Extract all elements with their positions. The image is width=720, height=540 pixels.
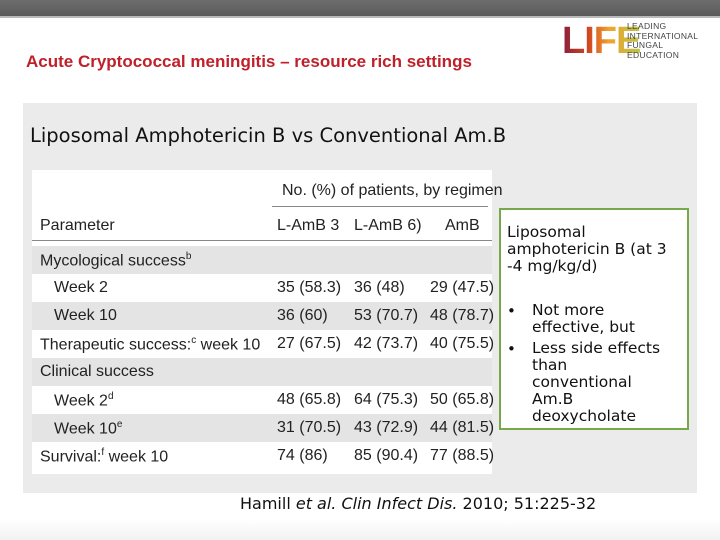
table-row: Therapeutic success:c week 10 27 (67.5) … — [32, 330, 495, 358]
callout-box: Liposomal amphotericin B (at 3 -4 mg/kg/… — [499, 208, 689, 430]
row-value-amb: 50 (65.8) — [430, 391, 495, 408]
col-header-lamb6: L-AmB 6) — [354, 217, 422, 234]
row-value-lamb6: 43 (72.9) — [354, 419, 419, 436]
table-row: Survival:f week 10 74 (86) 85 (90.4) 77 … — [32, 442, 495, 470]
logo-wordmark: LIFE — [562, 20, 641, 62]
row-param: Survival:f week 10 — [40, 447, 169, 466]
callout-bullet-1: Not more effective, but — [532, 301, 635, 336]
logo-line-3: FUNGAL — [627, 40, 664, 50]
bottom-strip — [0, 520, 720, 540]
table-row: Week 10 36 (60) 53 (70.7) 48 (78.7) — [32, 302, 495, 330]
top-bar-stripe — [0, 16, 720, 18]
row-value-lamb6: 36 (48) — [354, 279, 405, 296]
citation: Hamill et al. Clin Infect Dis. 2010; 51:… — [240, 494, 597, 513]
col-header-parameter: Parameter — [40, 217, 115, 234]
callout-heading: Liposomal amphotericin B (at 3 -4 mg/kg/… — [507, 223, 667, 275]
col-header-lamb3: L-AmB 3 — [277, 217, 340, 234]
row-param: Week 2 — [54, 279, 108, 296]
table-row: Clinical success — [32, 358, 492, 386]
col-header-amb: AmB — [445, 217, 480, 234]
row-value-lamb3: 48 (65.8) — [277, 391, 342, 408]
row-value-amb: 29 (47.5) — [430, 279, 495, 296]
row-value-lamb3: 35 (58.3) — [277, 279, 342, 296]
bullet-icon: • — [507, 302, 516, 320]
callout-bullet-2: Less side effects than conventional Am.B… — [532, 339, 661, 425]
row-value-lamb6: 53 (70.7) — [354, 307, 419, 324]
row-value-lamb6: 64 (75.3) — [354, 391, 419, 408]
row-param: Week 10e — [54, 419, 123, 438]
row-value-lamb6: 85 (90.4) — [354, 447, 419, 464]
row-value-lamb3: 27 (67.5) — [277, 335, 342, 352]
table-row: Mycological successb — [32, 246, 492, 274]
table-row: Week 2d 48 (65.8) 64 (75.3) 50 (65.8) — [32, 386, 495, 414]
top-bar — [0, 0, 720, 16]
header-rule — [32, 240, 492, 241]
logo-line-4: EDUCATION — [627, 49, 680, 60]
logo-line-2: INTERNATIONAL — [627, 30, 699, 41]
logo-tagline: LEADING INTERNATIONAL FUNGAL EDUCATION — [627, 21, 699, 60]
group-header-rule — [272, 206, 488, 207]
table-row: Week 2 35 (58.3) 36 (48) 29 (47.5) — [32, 274, 495, 302]
row-param: Clinical success — [40, 363, 154, 380]
row-param: Week 2d — [54, 391, 114, 410]
row-value-amb: 40 (75.5) — [430, 335, 495, 352]
results-table: No. (%) of patients, by regimen Paramete… — [32, 170, 503, 474]
row-value-lamb6: 42 (73.7) — [354, 335, 419, 352]
row-value-lamb3: 74 (86) — [277, 447, 328, 464]
row-value-amb: 77 (88.5) — [430, 447, 495, 464]
logo-line-1: LEADING — [627, 21, 667, 31]
row-value-lamb3: 31 (70.5) — [277, 419, 342, 436]
row-value-amb: 48 (78.7) — [430, 307, 495, 324]
row-param: Therapeutic success:c week 10 — [40, 335, 261, 354]
life-logo: LIFE LEADING INTERNATIONAL FUNGAL EDUCAT… — [562, 20, 712, 64]
slide-title: Acute Cryptococcal meningitis – resource… — [26, 52, 472, 71]
row-value-amb: 44 (81.5) — [430, 419, 495, 436]
row-value-lamb3: 36 (60) — [277, 307, 328, 324]
bullet-icon: • — [507, 340, 516, 358]
group-header: No. (%) of patients, by regimen — [282, 182, 503, 199]
table-row: Week 10e 31 (70.5) 43 (72.9) 44 (81.5) — [32, 414, 495, 442]
slide-subtitle: Liposomal Amphotericin B vs Conventional… — [30, 124, 507, 147]
row-param: Mycological successb — [40, 251, 192, 270]
row-param: Week 10 — [54, 307, 117, 324]
